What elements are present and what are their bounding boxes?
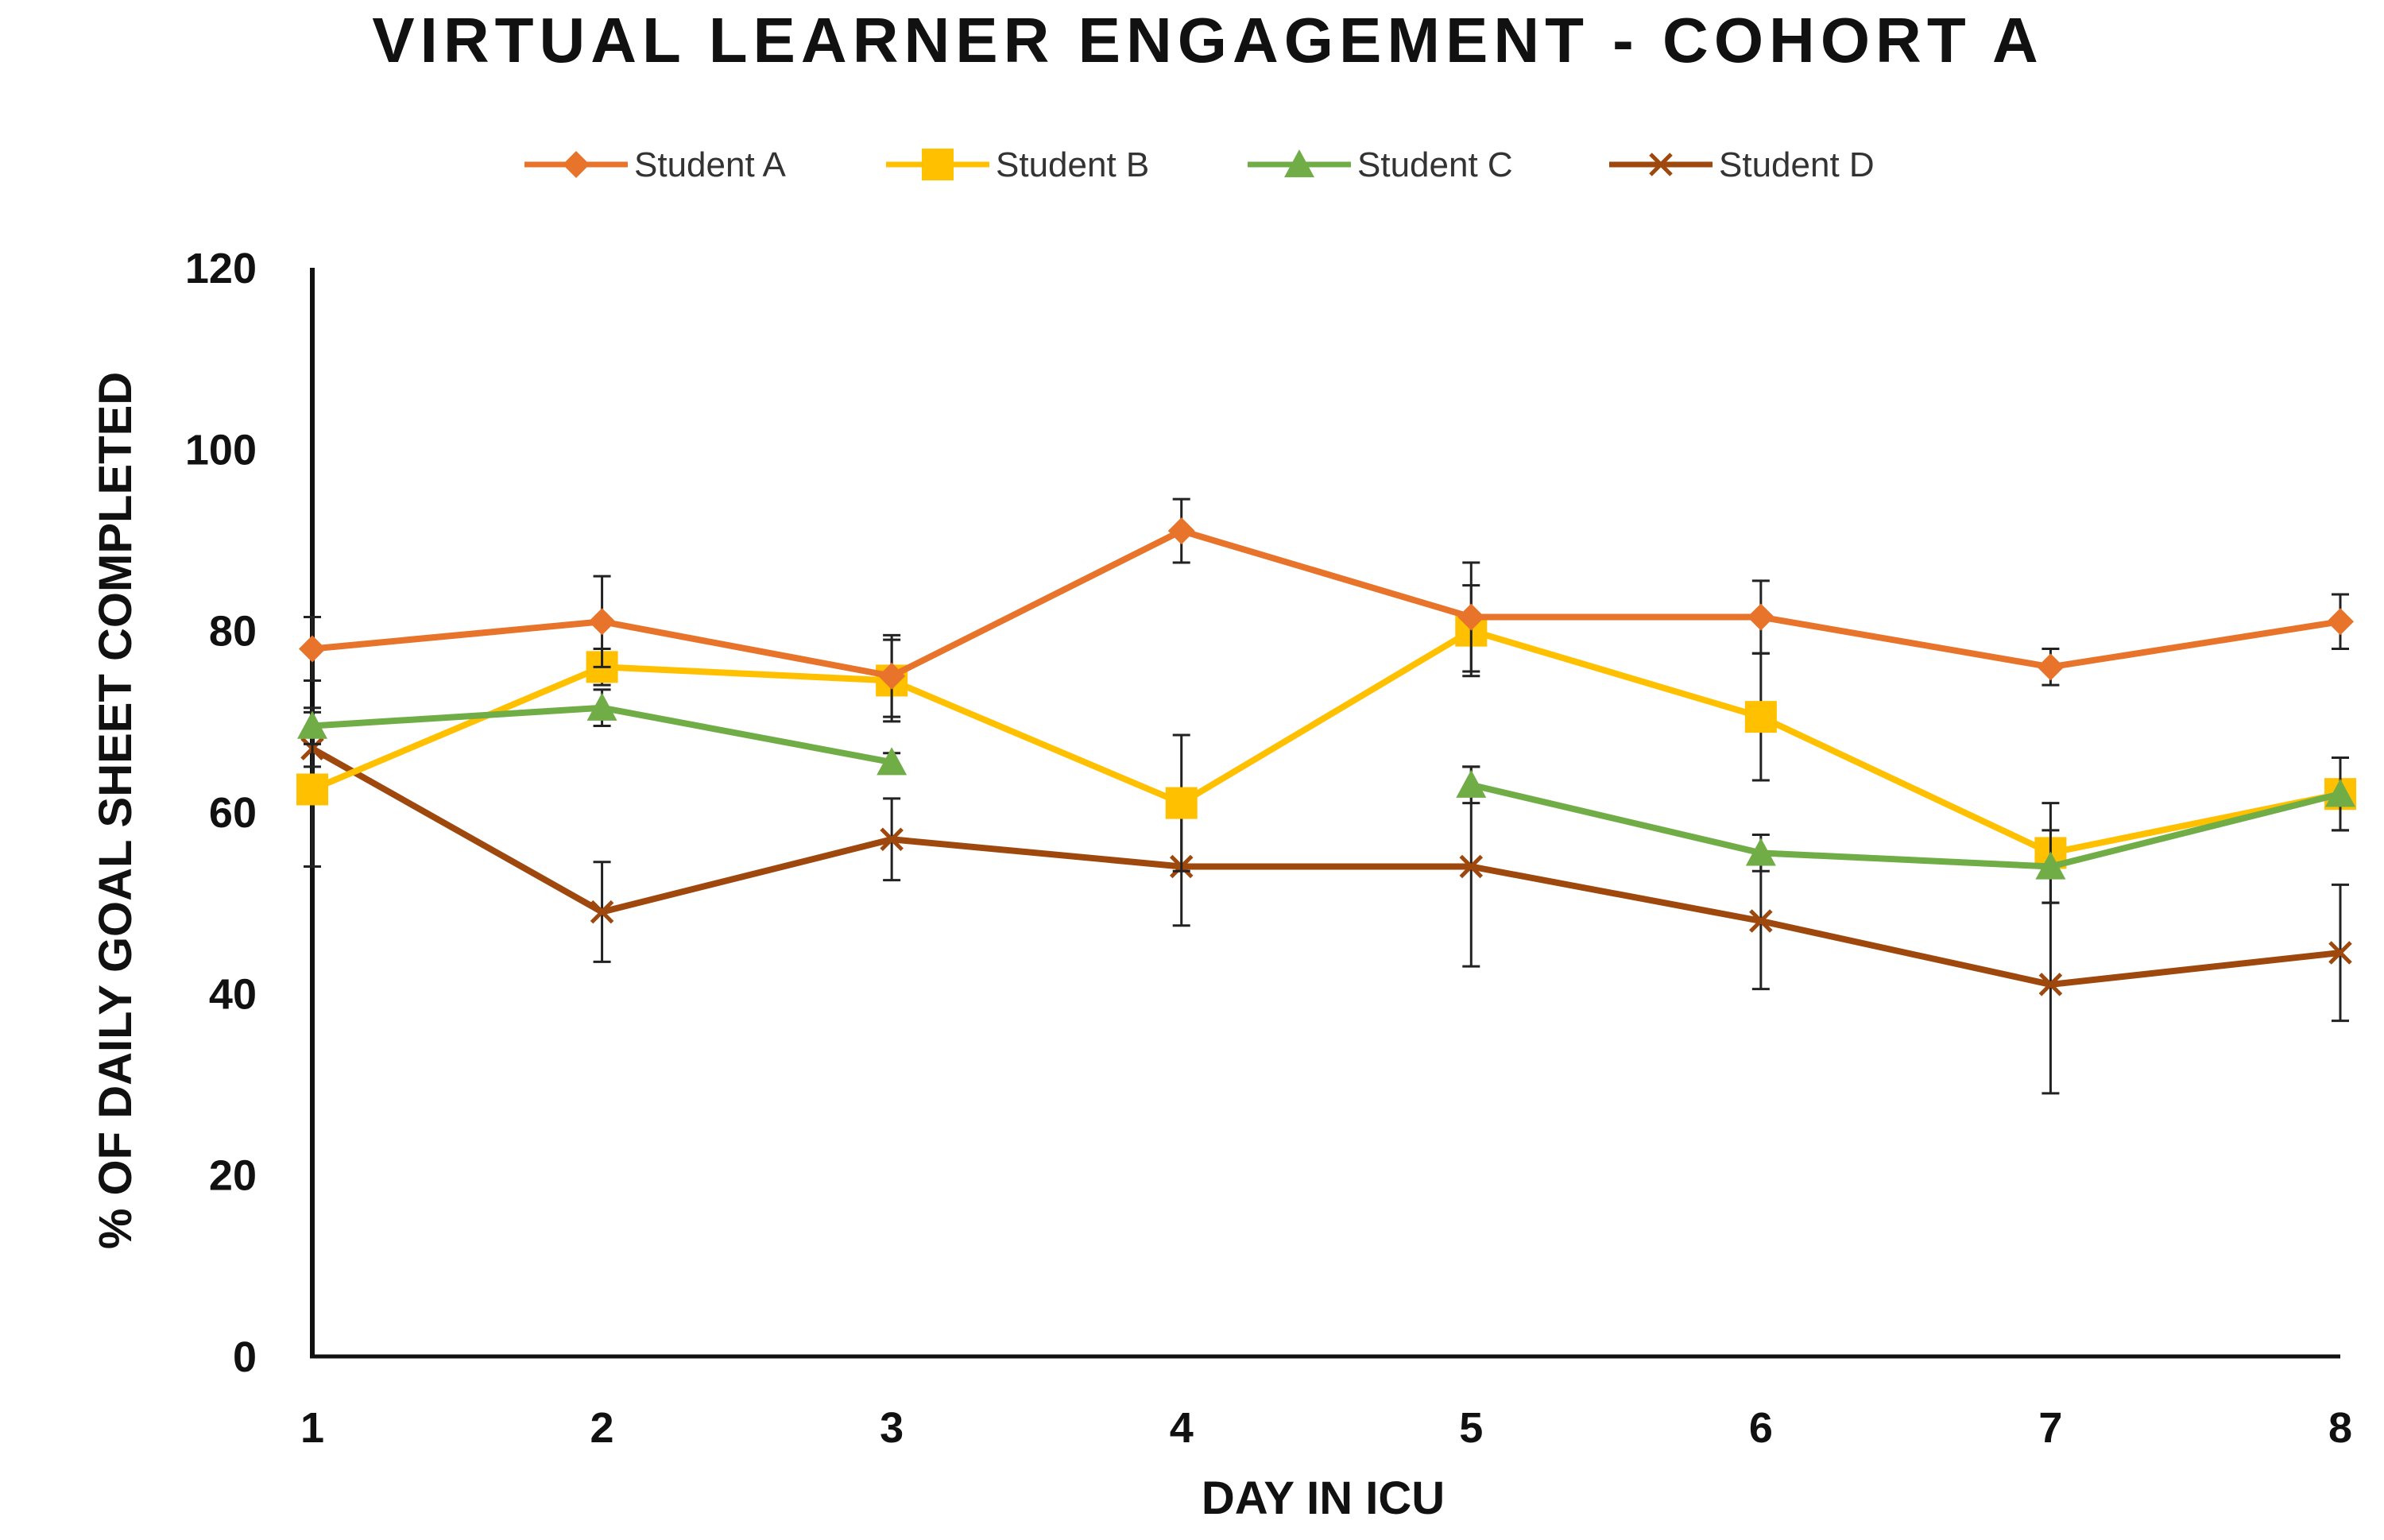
legend-label: Student B [996,145,1149,184]
data-point [1457,603,1485,631]
data-point [2035,851,2066,880]
data-point [2037,653,2065,681]
y-tick-label: 40 [209,970,257,1018]
data-point [880,827,904,852]
x-tick-labels: 1 2 3 4 5 6 7 8 [300,1404,2352,1452]
data-point [2325,779,2355,807]
x-tick-label: 5 [1459,1404,1483,1452]
data-point [299,635,326,663]
y-tick-label: 20 [209,1152,257,1200]
data-point [1456,769,1487,798]
x-axis-title: DAY IN ICU [1202,1472,1445,1524]
legend-item: Student B [886,145,1149,184]
chart-title: VIRTUAL LEARNER ENGAGEMENT - COHORT A [372,5,2043,75]
data-point [1744,701,1777,733]
data-point [1745,838,1776,866]
series-line [312,528,2341,679]
legend-label: Student D [1719,145,1875,184]
data-point [878,662,906,690]
legend-marker [1649,153,1673,176]
data-point [1747,603,1774,631]
legend-marker [563,151,590,178]
data-point [586,692,617,721]
legend-item: Student A [524,145,786,184]
x-tick-label: 2 [590,1404,614,1452]
data-point [2328,941,2352,965]
x-tick-label: 6 [1749,1404,1773,1452]
data-point [296,773,328,806]
data-point [1165,787,1198,819]
y-tick-label: 0 [233,1333,257,1381]
y-tick-labels: 0 20 40 60 80 100 120 [185,245,257,1381]
data-point [1167,517,1195,545]
data-point [297,710,327,739]
data-point [1459,854,1484,879]
legend-marker [1284,149,1314,178]
x-tick-label: 4 [1170,1404,1194,1452]
series-line [311,627,2341,857]
y-tick-label: 80 [209,608,257,656]
series-student-c [297,688,2355,904]
y-tick-label: 60 [209,789,257,837]
data-point [588,608,616,636]
legend-label: Student A [634,145,786,184]
x-tick-label: 1 [300,1404,324,1452]
x-tick-label: 8 [2328,1404,2352,1452]
y-tick-label: 120 [185,245,257,292]
data-point [2327,608,2354,636]
x-tick-label: 3 [880,1404,904,1452]
series-line [311,745,2341,988]
series-student-d [300,729,2352,1095]
data-point [877,747,908,776]
data-point [2038,973,2063,996]
legend: Student A Student B Student C Student D [524,145,1875,184]
legend-marker [922,149,954,180]
plot-area [296,497,2356,1095]
y-tick-label: 100 [185,426,257,474]
axes: 0 20 40 60 80 100 120 1 2 3 4 5 6 7 8 [185,245,2352,1452]
data-point [1749,909,1773,933]
series-student-a [299,497,2354,718]
y-axis-title: % OF DAILY GOAL SHEET COMPLETED [90,372,141,1249]
data-point [590,900,614,924]
x-tick-label: 7 [2038,1404,2062,1452]
series-student-b [296,584,2356,904]
legend-item: Student C [1248,145,1513,184]
legend-label: Student C [1357,145,1513,184]
legend-item: Student D [1609,145,1875,184]
